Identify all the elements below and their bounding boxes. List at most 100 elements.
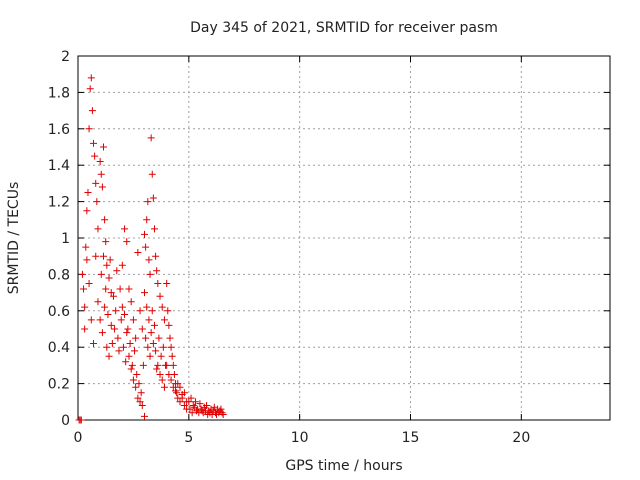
data-point [141,412,148,420]
data-points [75,74,227,424]
data-point [150,225,158,233]
data-point [155,334,163,342]
data-point [132,383,140,391]
data-point [117,316,125,324]
data-point [180,389,188,397]
data-point [105,274,113,282]
data-point [78,270,86,278]
data-point [97,270,105,278]
data-point [215,409,223,417]
data-point [98,183,106,191]
data-point [121,225,129,233]
data-point [92,179,100,187]
data-point [169,361,177,369]
data-point [121,310,129,318]
y-tick-label: 0.8 [48,267,70,283]
data-point [94,225,102,233]
data-point [102,285,110,293]
data-point [97,170,105,178]
data-point [139,361,147,369]
data-point [126,340,134,348]
y-axis-label: SRMTID / TECUs [6,182,22,295]
data-point [150,321,158,329]
data-point [131,347,139,355]
y-tick-label: 0.4 [48,340,70,356]
data-point [124,325,132,333]
data-point [129,316,137,324]
x-axis-label: GPS time / hours [285,458,402,474]
data-point [189,401,197,409]
y-tick-label: 0 [61,413,70,429]
data-point [143,303,151,311]
data-point [118,303,126,311]
data-point [210,403,218,411]
data-point [91,152,99,160]
data-point [108,340,116,348]
data-point [152,347,160,355]
data-point [125,285,133,293]
data-point [112,307,120,315]
data-point [154,361,162,369]
data-point [88,107,96,115]
grid-lines [78,56,610,420]
data-point [167,376,175,384]
y-tick-label: 1.2 [48,195,70,211]
data-point [77,416,85,424]
data-point [176,398,184,406]
data-point [153,365,161,373]
data-point [186,405,194,413]
data-point [99,252,107,260]
data-point [160,316,168,324]
y-tick-label: 1.4 [48,158,70,174]
data-point [129,376,137,384]
data-point [135,380,143,388]
data-point [96,158,104,166]
data-point [122,358,130,366]
data-point [143,216,151,224]
data-point [158,376,166,384]
data-point [174,380,182,388]
x-tick-label: 5 [184,430,193,446]
data-point [83,256,91,264]
data-point [119,343,127,351]
axis-ticks: 00.20.40.60.811.21.41.61.820 5 10 15 20 [48,49,610,446]
x-tick-label: 10 [291,430,309,446]
data-point [163,361,171,369]
data-point [156,292,164,300]
data-point [94,298,102,306]
data-point [104,310,112,318]
data-point [134,394,142,402]
data-point [137,389,145,397]
data-point [90,340,98,348]
x-tick-label: 20 [512,430,530,446]
data-point [166,334,174,342]
y-tick-label: 1 [61,231,70,247]
data-point [156,371,164,378]
data-point [96,316,104,324]
data-point [145,256,153,264]
data-point [203,401,211,409]
data-point [106,256,114,264]
y-tick-label: 2 [61,49,70,65]
data-point [90,139,98,147]
data-point [178,394,186,402]
data-point [158,303,166,311]
data-point [144,198,152,206]
y-tick-label: 0.6 [48,304,70,320]
data-point [180,401,188,409]
data-point [103,261,111,269]
data-point [188,409,196,417]
data-point [187,394,195,402]
data-point [114,334,122,342]
data-point [169,383,177,391]
chart-title: Day 345 of 2021, SRMTID for receiver pas… [190,20,498,36]
data-point [191,398,199,406]
data-point [160,383,168,391]
data-point [141,230,148,238]
data-point [107,289,115,297]
data-point [87,74,95,82]
data-point [123,238,131,246]
data-point [125,352,133,360]
data-point [217,405,225,413]
